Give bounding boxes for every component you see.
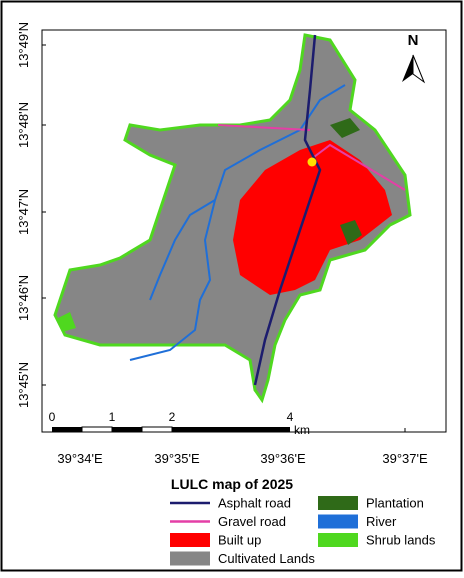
map-title: LULC map of 2025 [171, 476, 293, 492]
lat-label: 13°49'N [16, 22, 31, 68]
point-marker [307, 157, 317, 167]
legend-label: Built up [218, 533, 261, 548]
built-up-area [233, 140, 392, 295]
legend-label: River [366, 514, 397, 529]
legend-label: Cultivated Lands [218, 551, 315, 566]
scale-label: 2 [169, 410, 176, 424]
plantation-patch [330, 118, 360, 138]
scale-label: 4 [287, 410, 294, 424]
scale-segment [141, 426, 173, 433]
legend-label: Shrub lands [366, 533, 436, 548]
legend-label: Plantation [366, 496, 424, 511]
latitude-labels: 13°49'N 13°48'N 13°47'N 13°46'N 13°45'N [16, 22, 46, 408]
river [149, 199, 216, 301]
shrub-patch [58, 312, 76, 332]
gravel-road [217, 124, 311, 131]
legend-swatch [318, 533, 358, 547]
scale-segment [172, 427, 290, 432]
scale-segment [52, 427, 82, 432]
lon-label: 39°34'E [57, 451, 103, 466]
legend-swatch [318, 496, 358, 510]
lat-label: 13°46'N [16, 275, 31, 321]
legend-swatch [318, 514, 358, 529]
lon-label: 39°35'E [154, 451, 200, 466]
north-arrow-right [412, 54, 426, 84]
scale-unit: km [294, 423, 310, 437]
scale-segment [112, 427, 142, 432]
scale-bar [52, 426, 290, 433]
asphalt-road [253, 34, 322, 386]
lat-label: 13°47'N [16, 189, 31, 235]
plantation-patch [340, 220, 362, 245]
legend: Asphalt road Gravel road Built up Cultivate… [170, 496, 436, 566]
scale-labels: 0 1 2 4km [49, 410, 310, 437]
study-area [53, 33, 412, 404]
lon-label: 39°37'E [382, 451, 428, 466]
gravel-road [309, 143, 406, 191]
scale-segment [81, 426, 113, 433]
legend-swatch [170, 533, 210, 547]
map-body [53, 33, 412, 404]
lon-label: 39°36'E [260, 451, 306, 466]
scale-label: 0 [49, 410, 56, 424]
north-label: N [408, 32, 419, 49]
lat-label: 13°45'N [16, 362, 31, 408]
legend-swatch [170, 551, 210, 566]
longitude-labels: 39°34'E 39°35'E 39°36'E 39°37'E [57, 428, 428, 466]
north-arrow: N [402, 32, 426, 84]
scale-label: 1 [109, 410, 116, 424]
legend-label: Gravel road [218, 514, 286, 529]
river [129, 84, 346, 361]
legend-label: Asphalt road [218, 496, 291, 511]
north-arrow-left [402, 55, 413, 82]
lat-label: 13°48'N [16, 102, 31, 148]
